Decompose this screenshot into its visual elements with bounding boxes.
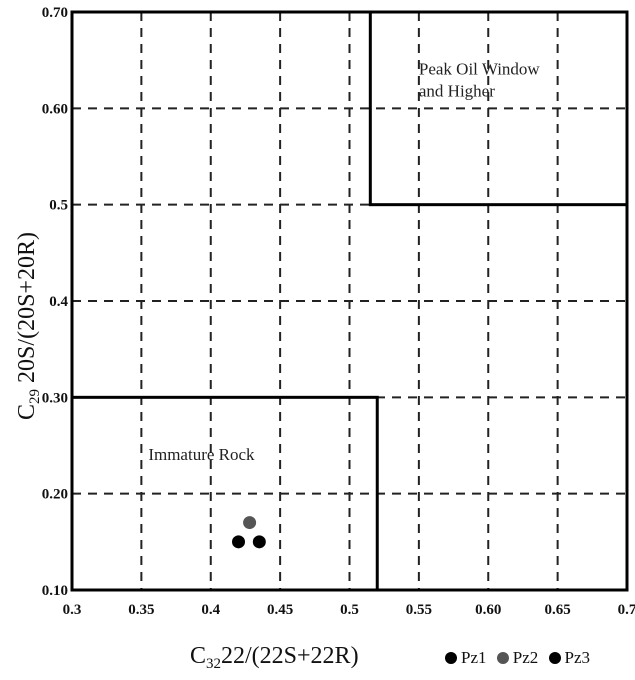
y-tick-labels: 0.10 0.20 0.30 0.4 0.5 0.60 0.70 [42, 5, 69, 599]
legend-marker-pz3 [548, 652, 561, 664]
legend-item-pz1: Pz1 [445, 648, 487, 668]
legend-label-pz2: Pz2 [512, 648, 539, 667]
y-tick-label: 0.70 [42, 5, 68, 21]
x-tick-label: 0.55 [406, 602, 432, 618]
region-label-1: Immature Rock [148, 445, 255, 464]
legend-item-pz2: Pz2 [496, 648, 539, 668]
x-tick-label: 0.4 [201, 602, 220, 618]
plot-frame [70, 10, 629, 592]
x-tick-label: 0.45 [267, 602, 293, 618]
grid-lines [72, 12, 627, 590]
legend-label-pz3: Pz3 [564, 648, 591, 667]
legend-item-pz3: Pz3 [548, 648, 591, 668]
x-tick-label: 0.35 [128, 602, 154, 618]
point-pz1 [232, 535, 245, 549]
legend-marker-pz2 [496, 652, 509, 664]
data-points [232, 516, 266, 549]
x-tick-label: 0.60 [475, 602, 501, 618]
y-tick-label: 0.60 [42, 101, 68, 117]
x-tick-label: 0.65 [545, 602, 571, 618]
legend-label-pz1: Pz1 [461, 648, 487, 667]
x-tick-label: 0.3 [63, 602, 82, 618]
y-tick-label: 0.20 [42, 487, 68, 503]
region-label-0: Peak Oil Window and Higher [419, 60, 541, 101]
y-tick-label: 0.30 [42, 390, 68, 406]
x-tick-labels: 0.3 0.35 0.4 0.45 0.5 0.55 0.60 0.65 0.7 [63, 602, 635, 618]
y-tick-label: 0.4 [49, 294, 68, 310]
x-axis-label: C3222/(22S+22R) [190, 643, 359, 672]
y-axis-label: C29 20S/(20S+20R) [14, 232, 43, 420]
legend: Pz1 Pz2 Pz3 [445, 648, 596, 668]
legend-marker-pz1 [445, 652, 457, 664]
y-tick-label: 0.5 [49, 198, 68, 214]
point-pz3 [252, 535, 266, 549]
x-tick-label: 0.5 [340, 602, 359, 618]
point-pz2 [243, 516, 257, 530]
x-tick-label: 0.7 [618, 602, 635, 618]
y-tick-label: 0.10 [42, 583, 68, 599]
